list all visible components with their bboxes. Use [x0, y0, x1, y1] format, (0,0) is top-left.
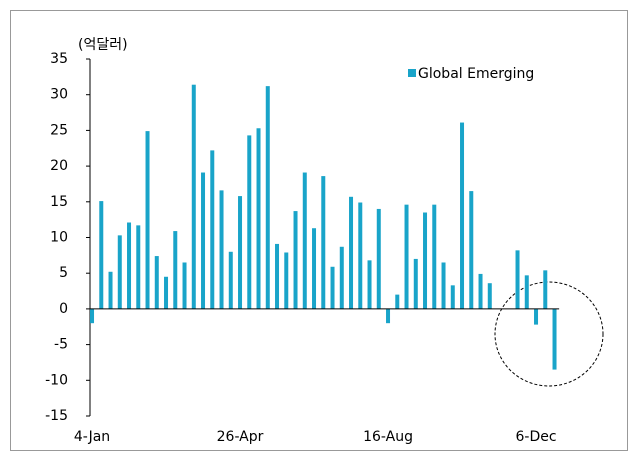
bar: [404, 204, 409, 309]
bar: [367, 260, 372, 309]
bar: [487, 283, 492, 309]
x-tick-label: 16-Aug: [363, 429, 413, 445]
y-tick-label: 20: [50, 158, 68, 174]
bar: [552, 308, 557, 370]
bar: [293, 211, 298, 309]
y-tick-label: -10: [45, 372, 68, 388]
bar: [201, 172, 206, 309]
bar: [173, 231, 178, 309]
bar: [441, 262, 446, 309]
bar: [339, 246, 344, 309]
bar: [275, 243, 280, 309]
bar: [432, 204, 437, 309]
y-tick-label: 5: [59, 265, 68, 281]
bar: [302, 172, 307, 309]
legend-label: Global Emerging: [418, 66, 534, 82]
bar: [145, 131, 150, 309]
bar: [284, 252, 289, 309]
bar: [450, 285, 455, 309]
bar: [136, 225, 141, 309]
bar: [321, 176, 326, 309]
bar: [376, 208, 381, 309]
bar: [238, 196, 243, 309]
bar: [228, 251, 233, 309]
bar: [247, 135, 252, 309]
bar: [210, 150, 215, 309]
bar: [219, 190, 224, 309]
unit-label: (억달러): [78, 37, 128, 53]
bar: [182, 262, 187, 309]
bar: [191, 84, 196, 309]
frame: [10, 10, 628, 451]
y-tick-label: 25: [50, 122, 68, 138]
bar: [312, 228, 317, 309]
bar: [543, 270, 548, 309]
bar: [534, 308, 539, 325]
bar: [330, 266, 335, 309]
bar: [460, 122, 465, 309]
bar: [164, 276, 169, 309]
y-tick-label: -5: [54, 337, 68, 353]
x-tick-label: 6-Dec: [515, 429, 556, 445]
bar: [99, 201, 104, 309]
y-tick-label: -15: [45, 408, 68, 424]
bar: [256, 128, 261, 309]
bar: [413, 258, 418, 309]
bar: [108, 271, 113, 309]
bar: [524, 275, 529, 309]
bar: [265, 86, 270, 309]
y-tick-label: 0: [59, 301, 68, 317]
bar: [469, 191, 474, 309]
x-tick-label: 4-Jan: [74, 429, 110, 445]
bar: [127, 222, 132, 309]
bar: [117, 235, 122, 309]
y-tick-label: 35: [50, 51, 68, 67]
x-tick-label: 26-Apr: [217, 429, 264, 445]
legend-swatch: [408, 69, 416, 77]
bar: [349, 196, 354, 309]
bar: [423, 212, 428, 309]
y-tick-label: 15: [50, 194, 68, 210]
highlight-circle: [494, 281, 604, 387]
y-tick-label: 30: [50, 87, 68, 103]
bar: [395, 294, 400, 309]
bar: [154, 256, 159, 309]
bar: [515, 250, 520, 309]
bar: [90, 308, 95, 324]
bar: [478, 273, 483, 309]
bar: [386, 308, 391, 324]
y-tick-label: 10: [50, 230, 68, 246]
bar: [358, 202, 363, 309]
